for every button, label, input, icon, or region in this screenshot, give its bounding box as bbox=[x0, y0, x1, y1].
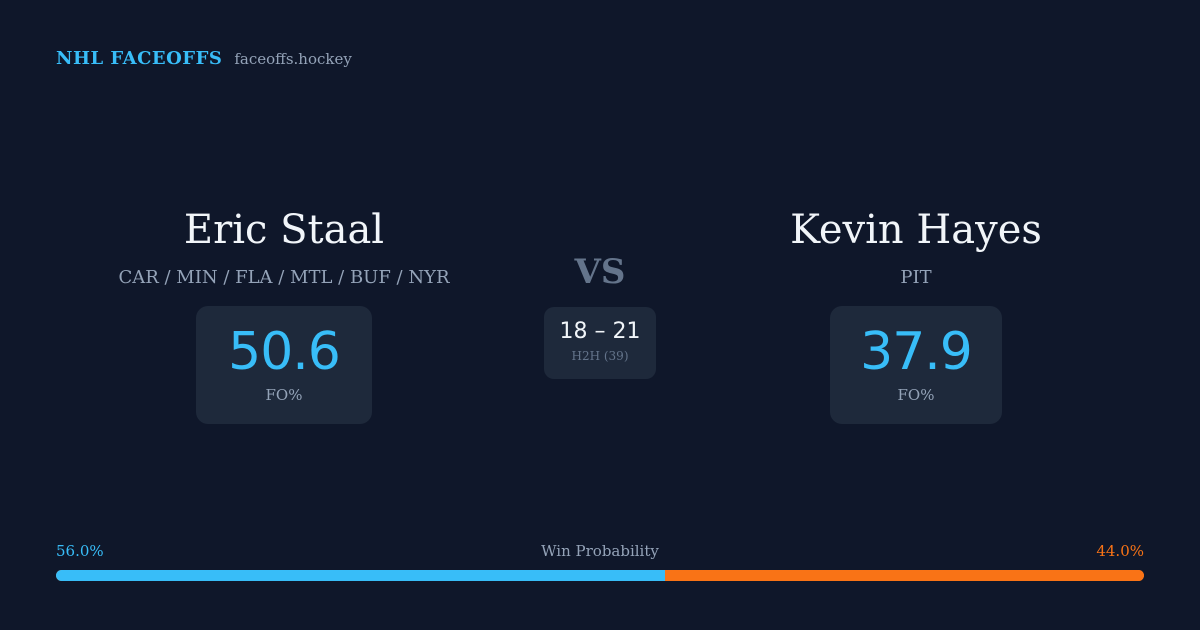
player-left-fo-value: 50.6 bbox=[228, 322, 341, 382]
versus-label: VS bbox=[574, 252, 626, 292]
win-probability-title: Win Probability bbox=[541, 542, 659, 560]
win-probability-right-label: 44.0% bbox=[1096, 542, 1144, 560]
player-right-fo-label: FO% bbox=[897, 386, 935, 404]
win-probability-labels: 56.0% Win Probability 44.0% bbox=[56, 542, 1144, 564]
brand-header: NHL FACEOFFS faceoffs.hockey bbox=[56, 48, 352, 69]
player-left-name: Eric Staal bbox=[183, 207, 385, 253]
player-left-teams: CAR / MIN / FLA / MTL / BUF / NYR bbox=[118, 267, 450, 288]
player-right-stat-card: 37.9 FO% bbox=[830, 306, 1002, 424]
player-right-teams: PIT bbox=[900, 267, 932, 288]
head-to-head-card: 18 – 21 H2H (39) bbox=[544, 307, 656, 379]
player-right: Kevin Hayes PIT 37.9 FO% bbox=[716, 206, 1116, 424]
player-left: Eric Staal CAR / MIN / FLA / MTL / BUF /… bbox=[84, 206, 484, 424]
head-to-head-score: 18 – 21 bbox=[559, 319, 641, 344]
player-right-fo-value: 37.9 bbox=[860, 322, 973, 382]
player-left-stat-card: 50.6 FO% bbox=[196, 306, 372, 424]
win-probability-bar bbox=[56, 570, 1144, 581]
head-to-head-label: H2H (39) bbox=[571, 349, 629, 363]
player-right-name: Kevin Hayes bbox=[790, 207, 1042, 253]
win-probability-left-fill bbox=[56, 570, 666, 581]
win-probability: 56.0% Win Probability 44.0% bbox=[56, 542, 1144, 581]
brand-title[interactable]: NHL FACEOFFS bbox=[56, 48, 223, 69]
win-probability-right-fill bbox=[665, 570, 1144, 581]
brand-domain[interactable]: faceoffs.hockey bbox=[234, 50, 352, 68]
win-probability-left-label: 56.0% bbox=[56, 542, 104, 560]
player-left-fo-label: FO% bbox=[265, 386, 303, 404]
